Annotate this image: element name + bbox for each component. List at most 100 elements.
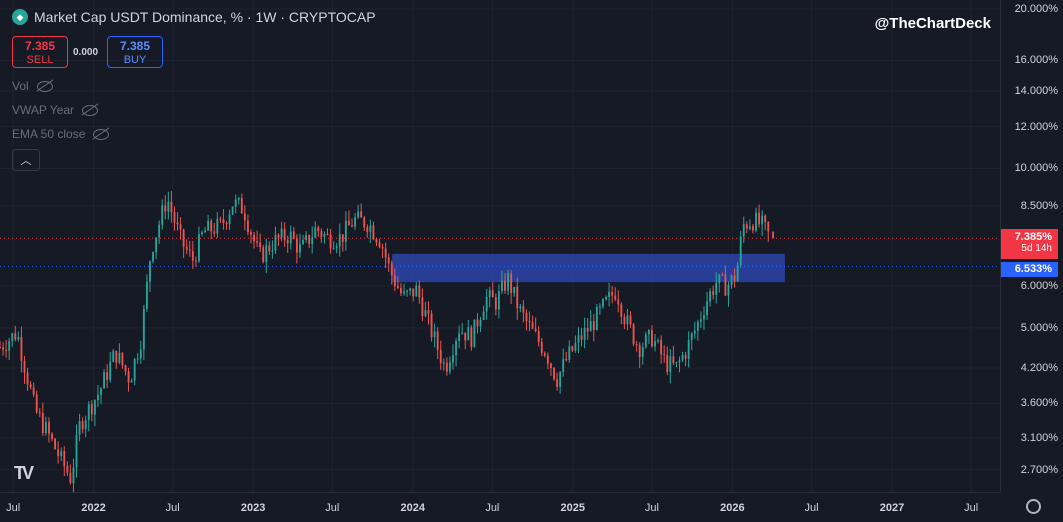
candle-body [54,438,57,450]
candle-body [354,217,356,227]
candle-body [586,327,589,332]
candlestick-chart[interactable] [0,0,1000,494]
candle-body [286,240,289,244]
indicator-vol[interactable]: Vol [12,79,53,93]
candle-body [574,342,577,351]
candle-body [320,231,323,237]
candle-body [234,199,237,207]
candle-body [133,358,136,381]
candle-body [155,237,158,253]
candle-body [207,220,210,231]
candle-body [357,211,360,218]
time-tick-label: 2027 [879,502,905,514]
price-tick-label: 5.000% [1020,321,1058,334]
buy-button[interactable]: 7.385 BUY [107,36,163,68]
indicator-vwap[interactable]: VWAP Year [12,103,99,117]
buy-label: BUY [123,54,147,66]
candle-body [256,241,259,243]
candle-body [473,319,476,348]
price-tick-label: 3.600% [1020,397,1058,410]
candle-body [482,311,485,320]
candle-body [158,224,161,238]
candle-body [136,358,139,360]
tradingview-logo[interactable]: TV [14,463,34,483]
candle-body [274,234,277,251]
time-tick-label: 2024 [400,502,426,514]
candle-body [409,288,412,291]
indicator-ema[interactable]: EMA 50 close [12,127,110,141]
candle-body [393,275,396,287]
candle-body [629,315,632,325]
candle-body [712,291,715,295]
candle-body [678,360,681,363]
candle-body [681,355,684,361]
candle-body [772,231,774,239]
candle-body [752,226,754,231]
candle-body [525,312,528,321]
candle-body [647,330,650,335]
candle-body [204,230,207,233]
candle-body [308,235,311,244]
candle-body [595,307,598,330]
eye-off-icon[interactable] [36,80,53,92]
sell-button[interactable]: 7.385 SELL [12,36,68,68]
candle-body [421,297,424,317]
candle-body [152,252,154,262]
symbol-title: Market Cap USDT Dominance, % · 1W · CRYP… [34,9,376,25]
candle-body [608,291,611,298]
chart-plot-area[interactable] [0,0,1000,494]
price-tick-label: 3.100% [1020,431,1058,444]
candle-body [623,316,626,325]
candle-body [718,274,721,283]
price-axis[interactable]: 2.700% 3.100% 3.600% 4.200% 5.000% 6.000% 8.50… [1000,0,1063,492]
time-axis[interactable]: Jul 2022 Jul 2023 Jul 2024 Jul 2025 Jul 2026 Jul 20… [0,492,1000,522]
candle-body [528,320,531,323]
current-price-tag: 7.385% 5d 14h [1001,229,1058,259]
candle-body [531,322,534,329]
candle-body [127,371,130,383]
candle-body [112,350,115,362]
candle-body [730,275,733,285]
candle-body [605,297,607,300]
chart-legend-title[interactable]: ◆ Market Cap USDT Dominance, % · 1W · CR… [12,9,376,25]
current-price-label: 7.385% [1014,231,1052,243]
candle-body [219,218,222,220]
candle-body [329,234,332,249]
candle-body [246,220,249,233]
eye-off-icon[interactable] [93,128,110,140]
candle-body [571,346,574,351]
candle-body [173,212,176,223]
candle-body [81,421,84,430]
price-tick-label: 14.000% [1014,85,1058,98]
candle-body [641,347,644,357]
candle-body [488,290,491,297]
candle-body [672,356,675,364]
candle-body [644,334,647,348]
candle-body [176,222,179,225]
candle-body [699,319,702,322]
collapse-legend-button[interactable]: ︿ [12,149,40,171]
candle-body [764,215,767,222]
candle-body [470,327,473,348]
candle-body [614,295,617,300]
price-tick-label: 4.200% [1020,362,1058,374]
line-price-tag: 6.533% [1001,262,1058,277]
countdown-label: 5d 14h [1021,243,1052,254]
eye-off-icon[interactable] [82,104,99,116]
candle-body [562,359,565,373]
candle-body [491,290,494,298]
candle-body [142,308,145,350]
candle-body [418,285,421,298]
candle-body [709,291,712,302]
candle-body [84,420,87,430]
buy-price: 7.385 [119,39,151,53]
candle-body [449,362,451,372]
candle-body [182,229,185,247]
gear-icon[interactable] [1026,499,1041,514]
candle-body [97,394,99,401]
candle-body [201,232,203,234]
price-tick-label: 16.000% [1014,54,1058,67]
candle-body [139,349,142,359]
candle-body [60,451,63,457]
candle-body [351,225,353,227]
